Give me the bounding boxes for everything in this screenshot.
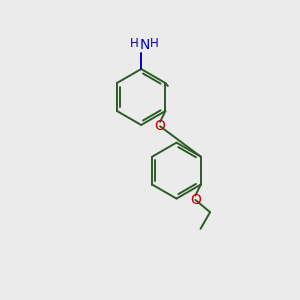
Text: O: O [155, 119, 166, 133]
Text: H: H [130, 38, 139, 50]
Text: H: H [150, 38, 159, 50]
Text: N: N [140, 38, 150, 52]
Text: O: O [190, 193, 201, 207]
